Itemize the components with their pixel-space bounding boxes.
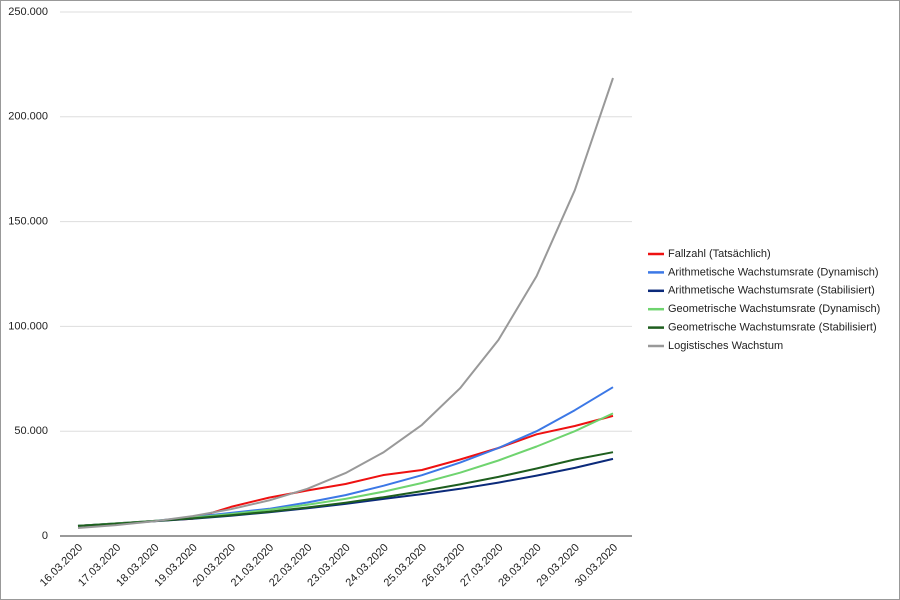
- y-tick-label: 250.000: [8, 6, 48, 18]
- legend-label: Geometrische Wachstumsrate (Dynamisch): [668, 303, 880, 315]
- legend-label: Fallzahl (Tatsächlich): [668, 248, 771, 260]
- y-tick-label: 50.000: [14, 425, 48, 437]
- y-tick-label: 200.000: [8, 111, 48, 123]
- legend-label: Logistisches Wachstum: [668, 340, 783, 352]
- legend-label: Arithmetische Wachstumsrate (Dynamisch): [668, 266, 878, 278]
- y-tick-label: 100.000: [8, 320, 48, 332]
- legend-label: Geometrische Wachstumsrate (Stabilisiert…: [668, 322, 877, 334]
- y-tick-label: 0: [42, 530, 48, 542]
- legend-label: Arithmetische Wachstumsrate (Stabilisier…: [668, 285, 875, 297]
- y-tick-label: 150.000: [8, 216, 48, 228]
- series-line: [77, 77, 614, 529]
